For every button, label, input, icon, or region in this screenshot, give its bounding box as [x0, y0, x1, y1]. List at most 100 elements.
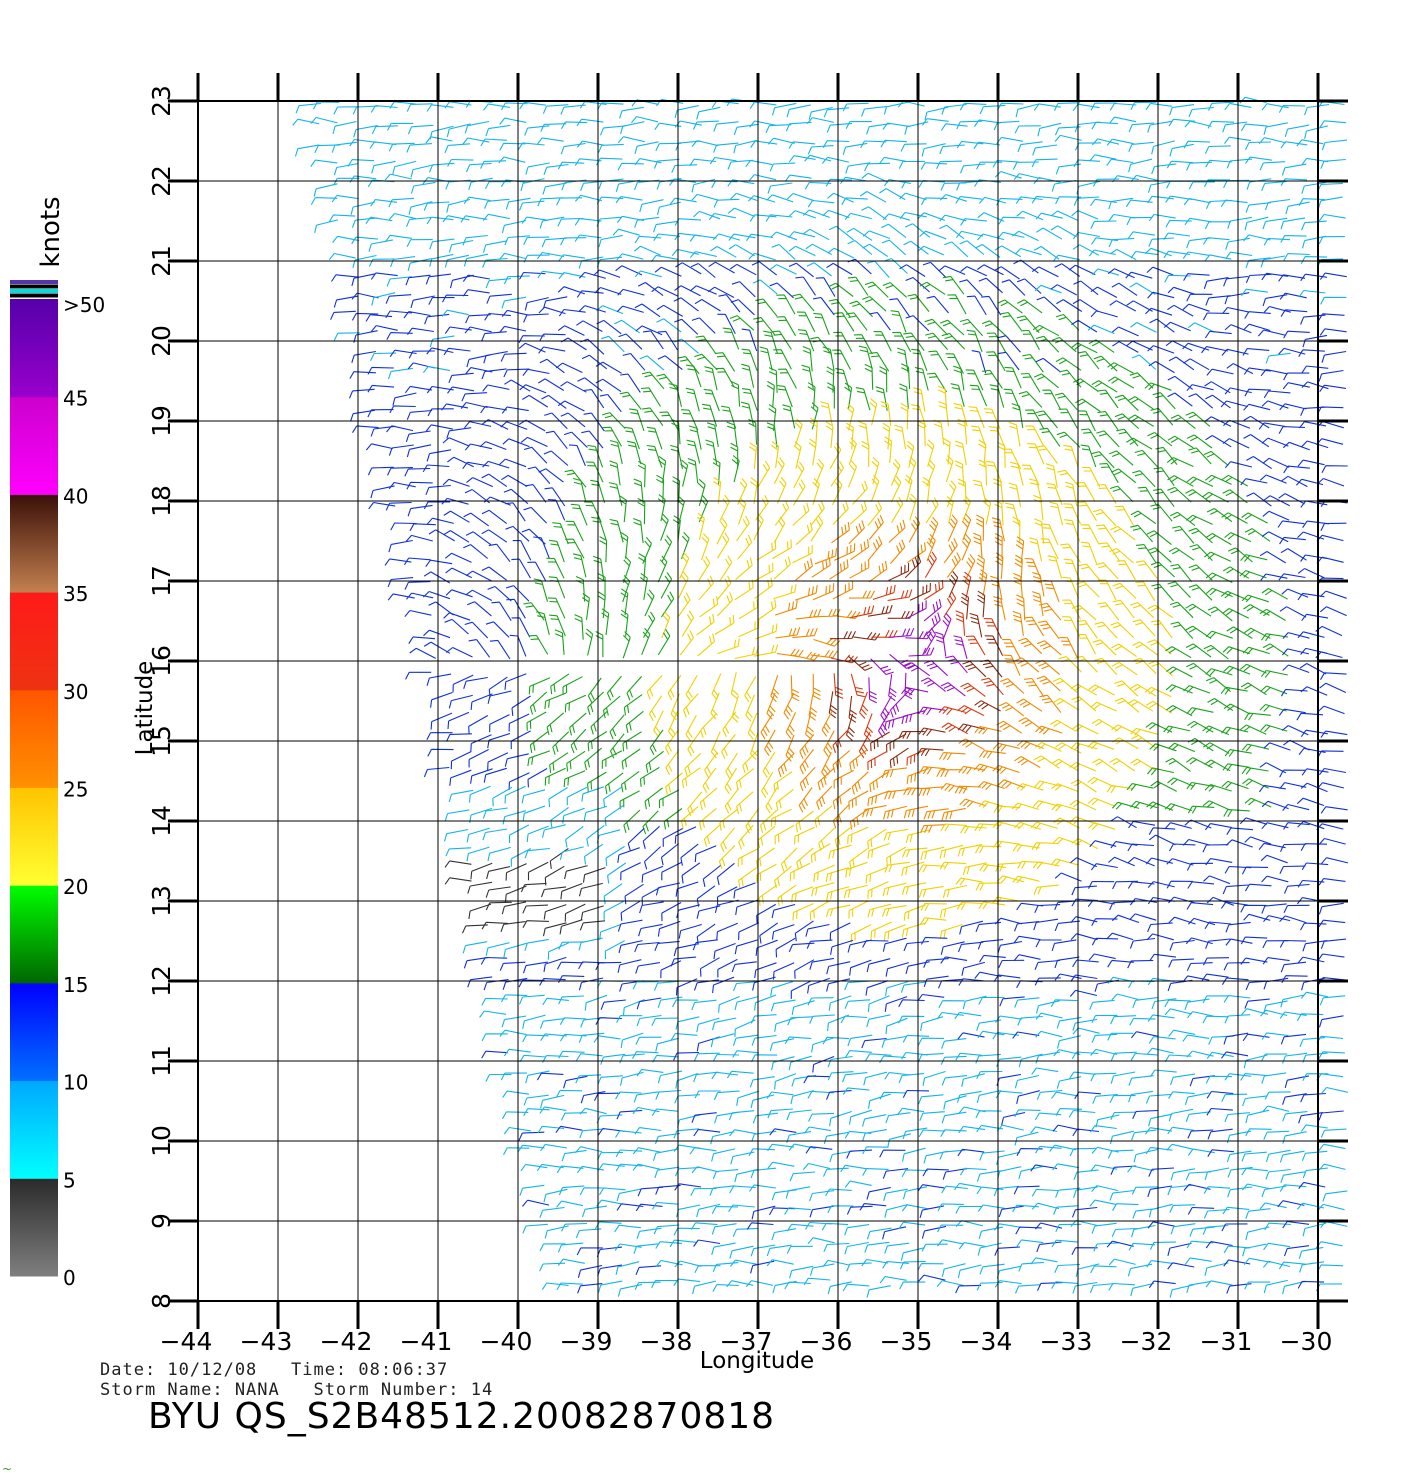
wind-barb	[1071, 696, 1097, 712]
wind-barb	[845, 861, 868, 878]
wind-barb	[1207, 1149, 1234, 1157]
wind-barb	[955, 1052, 983, 1061]
wind-barb	[970, 425, 987, 448]
wind-barb	[904, 121, 929, 135]
wind-barb	[920, 846, 945, 861]
wind-barb	[954, 440, 967, 466]
wind-barb	[550, 806, 569, 829]
wind-barb	[328, 252, 356, 261]
wind-barb	[1063, 444, 1079, 468]
wind-barb	[565, 825, 584, 848]
wind-barb	[722, 327, 740, 350]
wind-barb	[505, 197, 531, 210]
wind-barb	[1132, 470, 1156, 488]
wind-barb	[713, 121, 739, 132]
wind-barb	[406, 239, 433, 248]
wind-barb	[714, 614, 735, 635]
wind-barb	[503, 1048, 531, 1057]
wind-barb	[619, 1071, 644, 1086]
wind-barb	[1152, 488, 1175, 508]
wind-barb	[1279, 915, 1307, 924]
wind-barb	[771, 903, 796, 919]
wind-barb	[1016, 740, 1044, 750]
wind-barb	[1151, 140, 1175, 155]
wind-barb	[733, 882, 756, 899]
wind-barb	[961, 513, 972, 541]
wind-barb	[814, 548, 838, 565]
wind-barb	[648, 695, 663, 722]
wind-barb	[1001, 279, 1026, 296]
wind-barb	[462, 274, 490, 282]
legend-band-35-40	[10, 494, 58, 593]
wind-barb	[716, 517, 728, 545]
wind-barb	[853, 631, 881, 641]
wind-barb	[674, 1183, 702, 1191]
wind-barb	[620, 770, 640, 793]
wind-barb	[1167, 475, 1194, 487]
wind-barb	[787, 1016, 813, 1026]
wind-barb	[736, 791, 754, 815]
wind-barb	[499, 1029, 527, 1037]
wind-barb	[634, 158, 662, 166]
wind-barb	[1016, 1148, 1043, 1156]
wind-barb	[542, 922, 567, 937]
wind-barb	[1056, 1035, 1081, 1049]
wind-barb	[796, 847, 814, 871]
lat-tick-label: 19	[147, 405, 176, 437]
wind-barb	[1183, 358, 1210, 371]
wind-barb	[1146, 530, 1172, 546]
wind-barb	[519, 271, 546, 280]
wind-barb	[919, 1111, 945, 1121]
wind-barb	[1280, 994, 1305, 1008]
wind-barb	[928, 350, 949, 371]
wind-barb	[832, 750, 851, 773]
wind-barb	[943, 538, 958, 564]
wind-barb	[904, 554, 922, 579]
wind-barb	[771, 243, 796, 260]
lon-tick-label: −40	[480, 1327, 533, 1356]
wind-barb	[1051, 1239, 1079, 1248]
wind-barb	[1091, 1146, 1119, 1154]
wind-barb	[501, 901, 527, 915]
wind-barb	[828, 225, 855, 241]
wind-barb	[499, 961, 526, 971]
wind-barb	[405, 216, 432, 228]
wind-barb	[630, 116, 659, 124]
wind-barb	[636, 1068, 664, 1077]
wind-barb	[1150, 407, 1174, 426]
wind-barb	[817, 767, 835, 791]
wind-barb	[1242, 1095, 1268, 1107]
wind-barb	[347, 159, 375, 167]
wind-barb	[555, 1089, 583, 1098]
wind-barb	[578, 977, 604, 991]
wind-barb	[713, 1090, 740, 1101]
wind-barb	[463, 676, 488, 689]
wind-barb	[1261, 1032, 1289, 1040]
wind-barb	[940, 782, 968, 792]
wind-barb	[847, 655, 873, 671]
wind-barb	[955, 610, 966, 636]
wind-barb	[920, 677, 946, 692]
wind-barb	[1095, 1114, 1120, 1128]
wind-barb	[1069, 761, 1097, 772]
wind-barb	[566, 750, 586, 772]
wind-barb	[706, 422, 719, 447]
wind-barb	[1188, 106, 1214, 118]
wind-barb	[583, 843, 604, 865]
wind-barb	[1243, 434, 1270, 448]
wind-barb	[699, 807, 717, 831]
wind-barb	[388, 481, 416, 490]
wind-barb	[939, 844, 964, 859]
wind-barb	[520, 882, 547, 893]
wind-barb	[901, 1147, 926, 1162]
wind-barb	[1222, 121, 1248, 133]
wind-barb	[974, 700, 1001, 712]
wind-barb	[295, 102, 321, 114]
wind-barb	[770, 231, 798, 241]
wind-barb	[653, 1224, 680, 1235]
wind-barb	[729, 315, 755, 331]
wind-barb	[1189, 1075, 1215, 1087]
wind-barb	[1035, 725, 1063, 735]
wind-barb	[1053, 697, 1080, 711]
